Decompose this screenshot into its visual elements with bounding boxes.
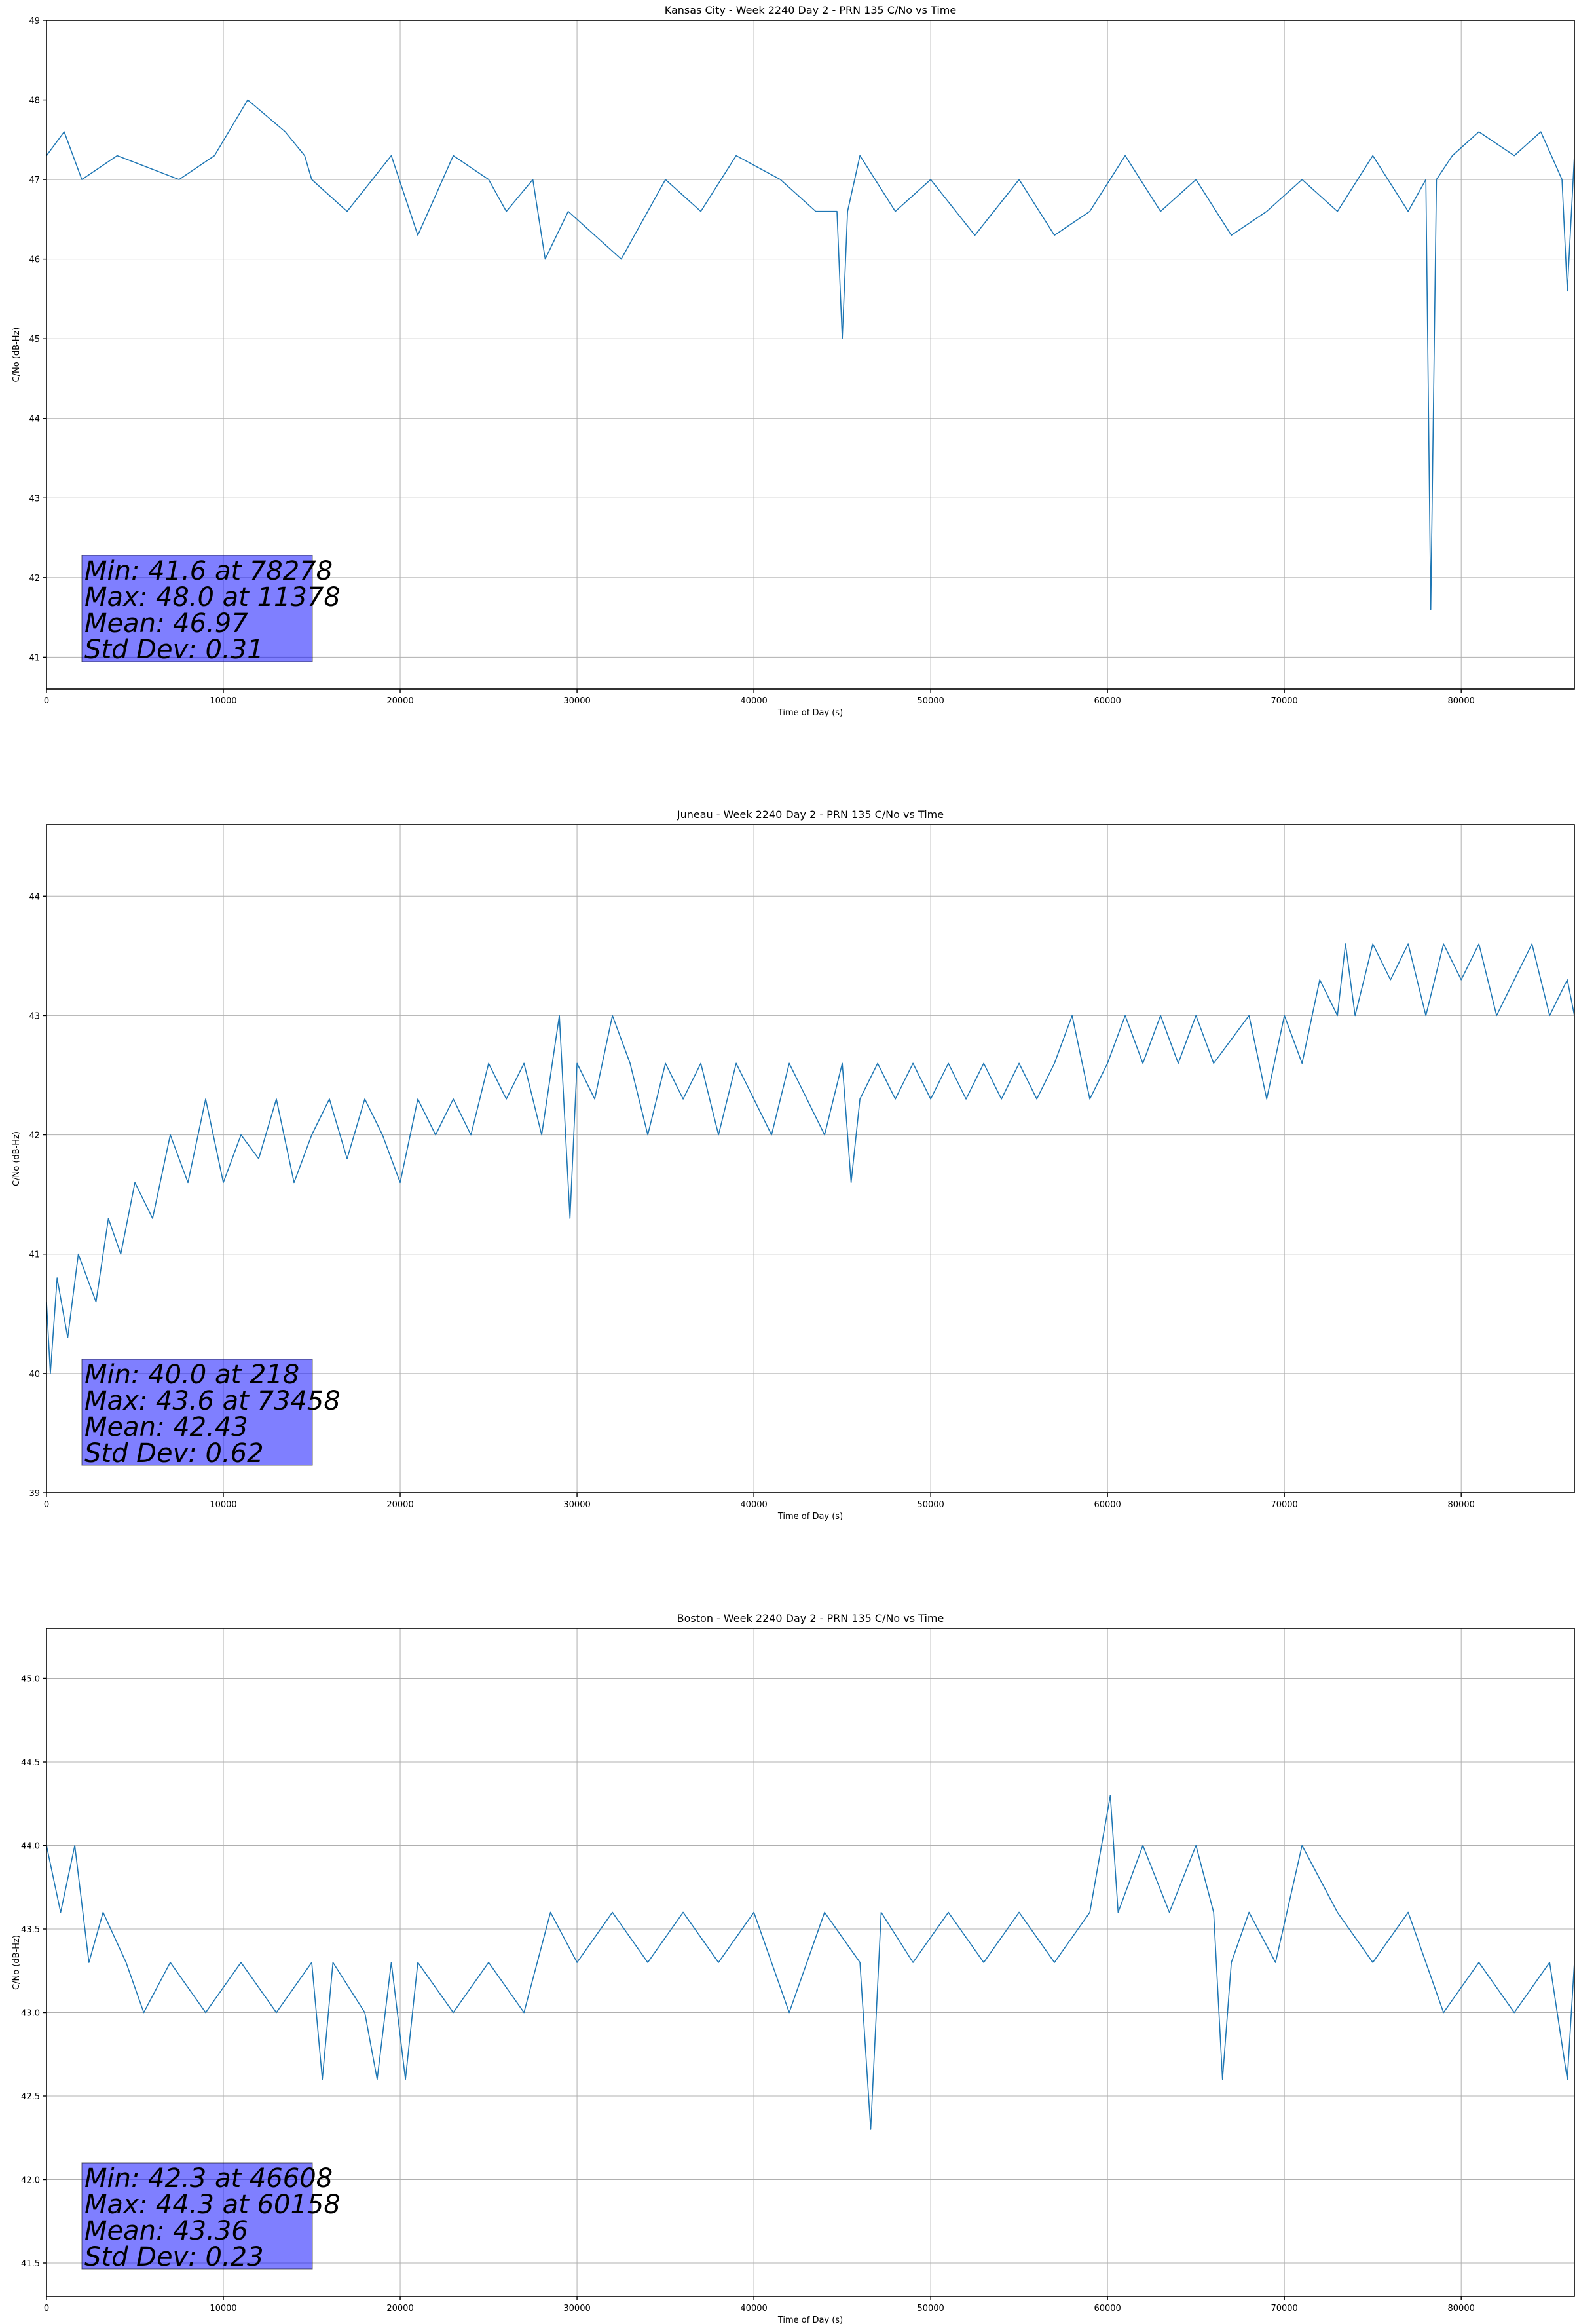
stats-box: Min: 40.0 at 218 Max: 43.6 at 73458 Mean… — [81, 1359, 341, 1469]
stat-mean: Mean: 42.43 — [84, 1412, 248, 1442]
x-axis-label: Time of Day (s) — [777, 2315, 843, 2324]
cno-series-line — [46, 99, 1574, 610]
x-tick-label: 80000 — [1448, 2304, 1475, 2314]
x-tick-label: 80000 — [1448, 1500, 1475, 1510]
stat-mean: Mean: 43.36 — [84, 2216, 248, 2246]
x-tick-label: 70000 — [1271, 696, 1297, 706]
y-tick-label: 43.5 — [21, 1925, 40, 1935]
x-tick-label: 0 — [44, 2304, 49, 2314]
y-tick-label: 49 — [29, 16, 40, 26]
x-tick-label: 40000 — [740, 2304, 767, 2314]
y-tick-label: 46 — [29, 255, 40, 265]
y-tick-label: 41 — [29, 653, 40, 663]
y-tick-label: 41.5 — [21, 2259, 40, 2269]
y-tick-label: 43.0 — [21, 2009, 40, 2019]
x-tick-label: 50000 — [917, 1500, 944, 1510]
boston-chart: Boston - Week 2240 Day 2 - PRN 135 C/No … — [12, 1612, 1575, 2324]
tick-marks — [43, 20, 1462, 693]
x-tick-label: 40000 — [740, 696, 767, 706]
y-tick-labels: 41.5 42.0 42.5 43.0 43.5 44.0 44.5 45.0 — [21, 1675, 40, 2270]
y-tick-label: 43 — [29, 494, 40, 504]
x-tick-label: 10000 — [210, 696, 236, 706]
x-tick-label: 70000 — [1271, 1500, 1297, 1510]
stat-max: Max: 48.0 at 11378 — [84, 582, 341, 612]
y-tick-label: 47 — [29, 176, 40, 185]
y-tick-labels: 41 42 43 44 45 46 47 48 49 — [29, 16, 40, 663]
stat-std-dev: Std Dev: 0.62 — [84, 1438, 264, 1469]
x-tick-label: 50000 — [917, 2304, 944, 2314]
x-tick-label: 50000 — [917, 696, 944, 706]
stat-std-dev: Std Dev: 0.31 — [84, 635, 264, 665]
x-tick-label: 70000 — [1271, 2304, 1297, 2314]
stat-max: Max: 44.3 at 60158 — [84, 2190, 341, 2220]
axes-frame — [46, 824, 1575, 1493]
stat-mean: Mean: 46.97 — [84, 609, 248, 639]
chart-title: Juneau - Week 2240 Day 2 - PRN 135 C/No … — [677, 808, 944, 821]
x-tick-label: 40000 — [740, 1500, 767, 1510]
x-tick-label: 20000 — [386, 696, 413, 706]
chart-title: Kansas City - Week 2240 Day 2 - PRN 135 … — [665, 4, 956, 16]
chart-title: Boston - Week 2240 Day 2 - PRN 135 C/No … — [677, 1612, 944, 1624]
x-tick-label: 60000 — [1094, 2304, 1121, 2314]
stat-min: Min: 42.3 at 46608 — [84, 2164, 333, 2194]
y-tick-label: 42.5 — [21, 2092, 40, 2102]
x-tick-label: 0 — [44, 1500, 49, 1510]
juneau-chart: Juneau - Week 2240 Day 2 - PRN 135 C/No … — [12, 808, 1575, 1522]
y-tick-label: 40 — [29, 1370, 40, 1379]
x-axis-label: Time of Day (s) — [777, 1512, 843, 1522]
x-tick-label: 30000 — [563, 2304, 590, 2314]
x-tick-label: 20000 — [386, 2304, 413, 2314]
axes-frame — [46, 20, 1575, 690]
stats-box-background — [81, 555, 313, 662]
tick-marks — [43, 895, 1462, 1497]
kansas-city-chart: Kansas City - Week 2240 Day 2 - PRN 135 … — [12, 4, 1575, 718]
x-tick-labels: 0 10000 20000 30000 40000 50000 60000 70… — [44, 2304, 1475, 2314]
y-tick-label: 42.0 — [21, 2176, 40, 2186]
tick-marks — [43, 1677, 1462, 2300]
stats-box-background — [81, 1359, 313, 1466]
x-tick-label: 10000 — [210, 1500, 236, 1510]
y-tick-label: 39 — [29, 1489, 40, 1499]
x-tick-labels: 0 10000 20000 30000 40000 50000 60000 70… — [44, 1500, 1475, 1510]
x-tick-label: 80000 — [1448, 696, 1475, 706]
stat-max: Max: 43.6 at 73458 — [84, 1386, 341, 1416]
x-tick-label: 20000 — [386, 1500, 413, 1510]
x-tick-label: 30000 — [563, 696, 590, 706]
y-tick-label: 45 — [29, 335, 40, 345]
plot-area — [46, 99, 1574, 610]
y-axis-label: C/No (dB-Hz) — [12, 328, 22, 383]
y-axis-label: C/No (dB-Hz) — [12, 1131, 22, 1186]
y-tick-label: 42 — [29, 1131, 40, 1141]
y-tick-label: 44 — [29, 415, 40, 424]
x-tick-label: 60000 — [1094, 696, 1121, 706]
plot-area — [46, 943, 1574, 1374]
x-tick-labels: 0 10000 20000 30000 40000 50000 60000 70… — [44, 696, 1475, 706]
stat-min: Min: 40.0 at 218 — [84, 1360, 299, 1390]
plot-area — [46, 1795, 1574, 2130]
cno-series-line — [46, 943, 1574, 1374]
x-tick-label: 0 — [44, 696, 49, 706]
cno-series-line — [46, 1795, 1574, 2130]
y-tick-label: 42 — [29, 574, 40, 584]
x-axis-label: Time of Day (s) — [777, 708, 843, 718]
x-tick-label: 10000 — [210, 2304, 236, 2314]
y-tick-label: 44.5 — [21, 1758, 40, 1768]
y-tick-label: 48 — [29, 96, 40, 106]
stats-box: Min: 41.6 at 78278 Max: 48.0 at 11378 Me… — [81, 555, 341, 665]
y-tick-label: 44.0 — [21, 1842, 40, 1852]
stat-std-dev: Std Dev: 0.23 — [84, 2242, 264, 2272]
stats-box-background — [81, 2162, 313, 2270]
y-axis-label: C/No (dB-Hz) — [12, 1935, 22, 1990]
x-tick-label: 60000 — [1094, 1500, 1121, 1510]
y-tick-label: 45.0 — [21, 1675, 40, 1685]
stat-min: Min: 41.6 at 78278 — [84, 556, 333, 586]
stats-box: Min: 42.3 at 46608 Max: 44.3 at 60158 Me… — [81, 2162, 341, 2272]
y-tick-label: 44 — [29, 892, 40, 902]
y-tick-label: 43 — [29, 1011, 40, 1021]
axes-frame — [46, 1628, 1575, 2297]
y-tick-labels: 39 40 41 42 43 44 — [29, 892, 40, 1499]
x-tick-label: 30000 — [563, 1500, 590, 1510]
y-tick-label: 41 — [29, 1250, 40, 1260]
